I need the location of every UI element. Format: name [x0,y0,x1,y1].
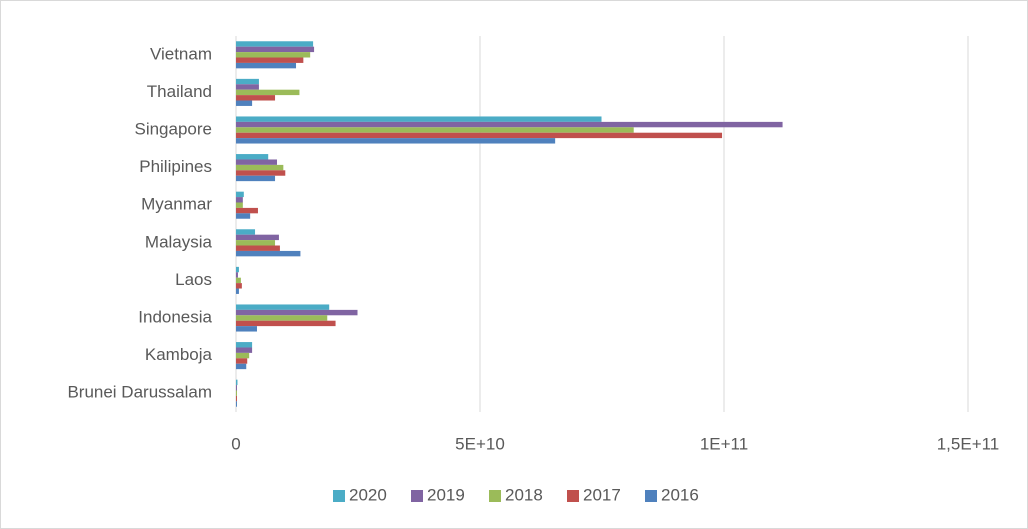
x-tick-label: 5E+10 [455,434,505,453]
y-tick-label: Philipines [139,157,212,176]
bar [236,116,602,121]
bar [236,84,259,89]
bar [236,165,283,170]
y-tick-label: Singapore [134,119,212,138]
bar [236,289,239,294]
bar [236,347,252,352]
bar [236,197,243,202]
bar [236,95,275,100]
bar [236,315,327,320]
bar [236,208,258,213]
chart: 0 5E+10 1E+11 1,5E+11 Vietnam Thailand Singapo… [0,0,1028,529]
y-tick-label: Kamboja [145,345,213,364]
bar [236,364,246,369]
legend-swatch [645,490,657,502]
bar [236,353,249,358]
y-tick-label: Laos [175,270,212,289]
legend-swatch [411,490,423,502]
y-tick-label: Malaysia [145,232,213,251]
bar [236,176,275,181]
bar [236,133,722,138]
bar [236,321,336,326]
bar [236,90,299,95]
bar [236,358,247,363]
bar [236,63,296,68]
bar [236,127,634,132]
bar [236,235,279,240]
legend-label: 2018 [505,485,543,504]
x-tick-label: 1,5E+11 [937,434,1000,453]
legend-swatch [567,490,579,502]
bar [236,326,257,331]
bar [236,79,259,84]
bar [236,272,238,277]
bar [236,283,242,288]
y-tick-label: Indonesia [138,307,212,326]
x-tick-label: 1E+11 [700,434,748,453]
bar [236,192,244,197]
bar [236,138,555,143]
x-tick-label: 0 [231,434,240,453]
chart-border [1,1,1028,529]
bar [236,246,280,251]
legend-label: 2017 [583,485,621,504]
bar [236,229,255,234]
bar [236,401,237,406]
legend-swatch [489,490,501,502]
y-tick-label: Brunei Darussalam [67,383,212,402]
legend-swatch [333,490,345,502]
page: {"chart_data": {"type": "hbar", "categor… [0,0,1028,529]
bar [236,380,237,385]
bar [236,122,783,127]
legend-label: 2019 [427,485,465,504]
bar [236,154,268,159]
bar [236,101,252,106]
y-tick-label: Thailand [147,82,212,101]
bar [236,41,313,46]
bar [236,304,329,309]
bar [236,170,285,175]
bar [236,213,250,218]
bar [236,240,275,245]
bar [236,159,277,164]
bar [236,251,300,256]
bar [236,47,314,52]
bar [236,396,237,401]
legend-label: 2020 [349,485,387,504]
y-tick-label: Vietnam [150,44,212,63]
bar [236,390,237,395]
legend-label: 2016 [661,485,699,504]
y-tick-label: Myanmar [141,195,212,214]
bar [236,342,252,347]
bar [236,278,241,283]
bar [236,267,239,272]
bar [236,52,310,57]
bar [236,58,303,63]
bar [236,310,358,315]
bar [236,385,237,390]
bar [236,202,243,207]
